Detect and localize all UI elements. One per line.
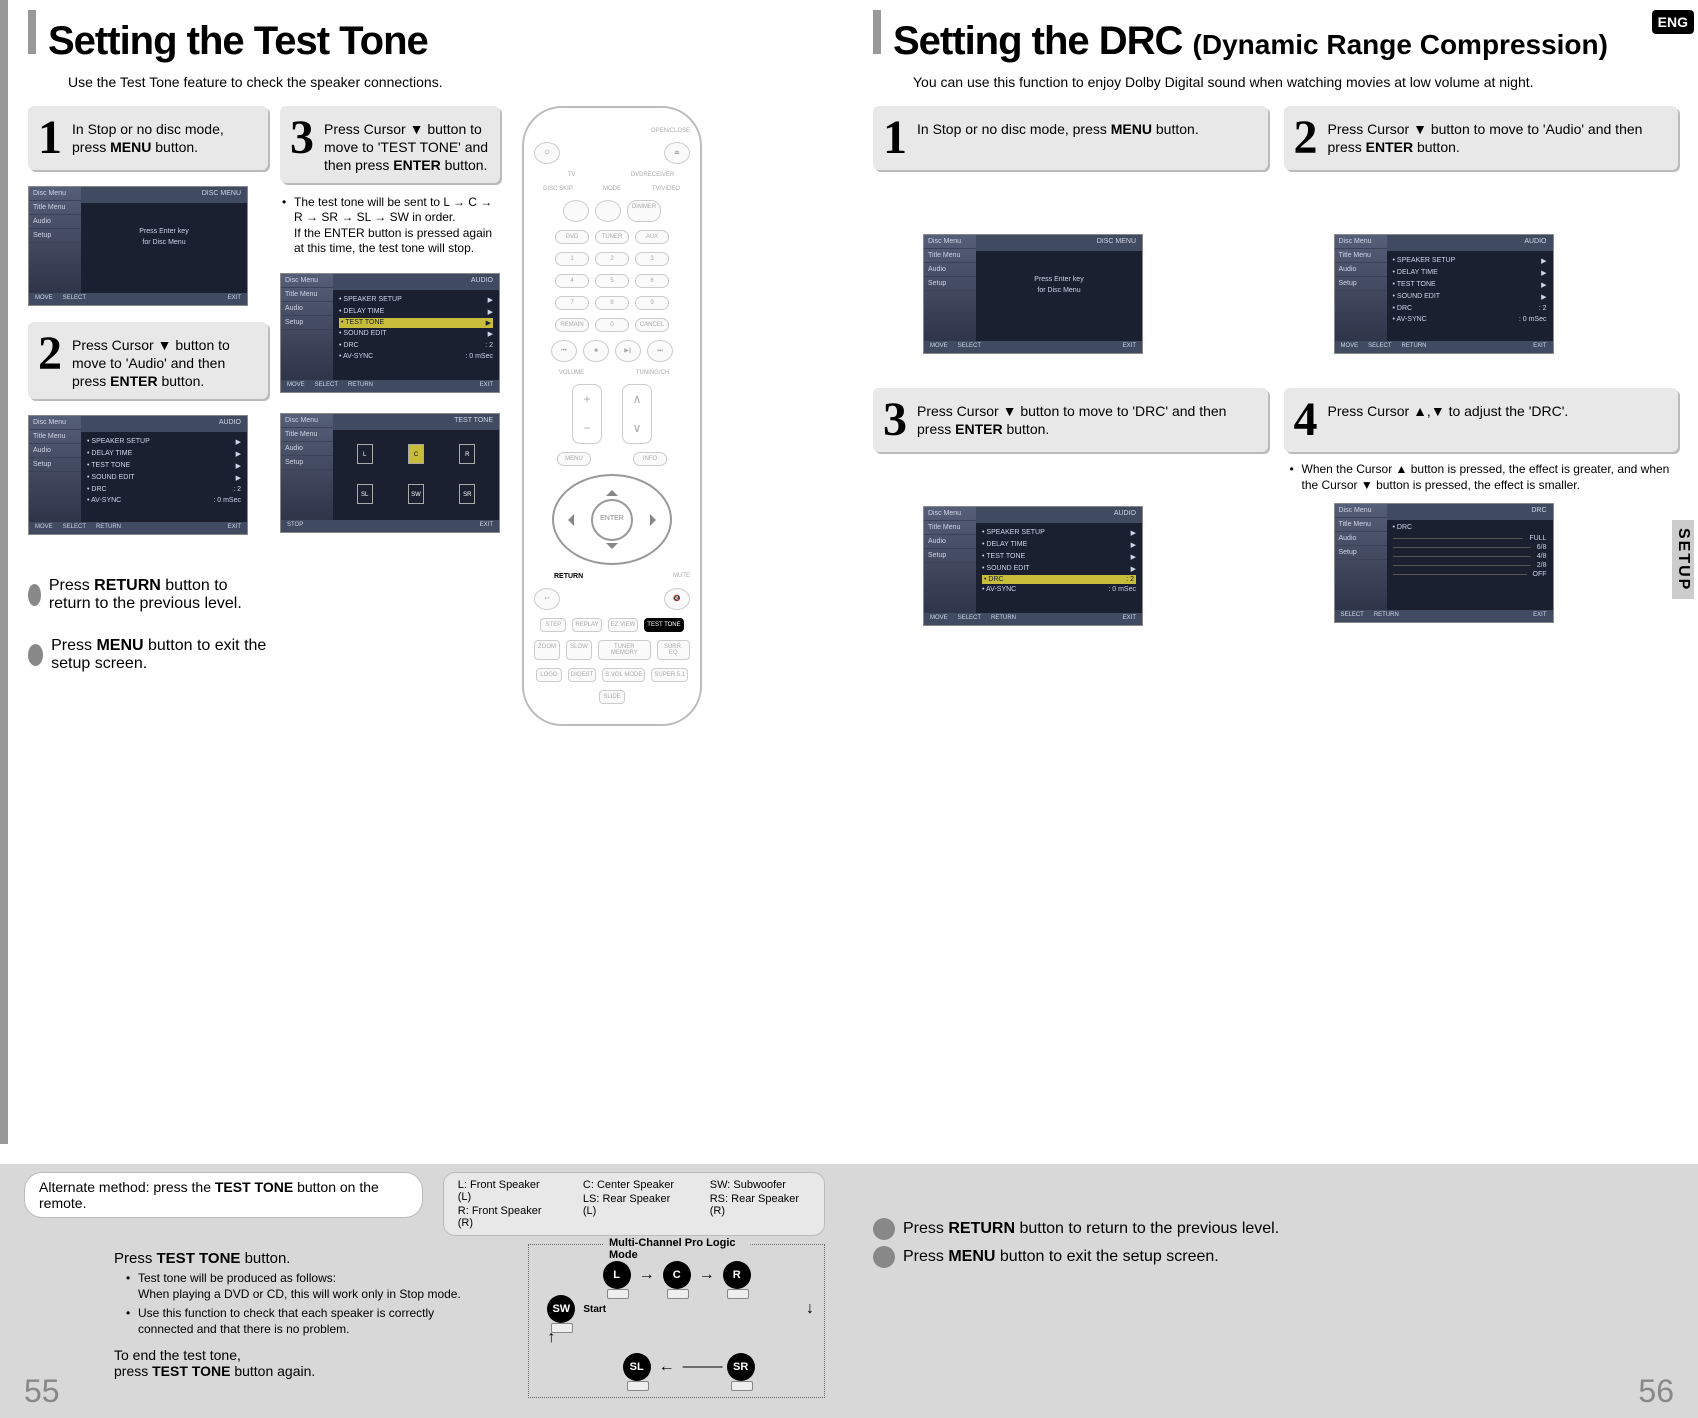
right-step-1: 1 In Stop or no disc mode, press MENU bu… <box>873 106 1268 170</box>
left-title: Setting the Test Tone <box>48 19 428 64</box>
bullet-icon <box>28 584 41 606</box>
note-return-r: Press RETURN button to return to the pre… <box>873 1218 1674 1240</box>
step-number: 1 <box>38 114 62 162</box>
volume-rocker[interactable]: +− <box>572 384 602 444</box>
mute-btn[interactable]: 🔇 <box>664 588 690 610</box>
test-tone-btn[interactable]: TEST TONE <box>644 618 683 632</box>
eng-badge: ENG <box>1652 10 1694 34</box>
note-menu-r: Press MENU button to exit the setup scre… <box>873 1246 1674 1268</box>
press-testtone: Press TEST TONE button. <box>114 1250 488 1267</box>
tv-disc-menu: Disc MenuTitle MenuAudioSetup DISC MENU … <box>28 186 248 306</box>
page-number-right: 56 <box>1638 1373 1674 1410</box>
left-step-2: 2 Press Cursor ▼ button to move to 'Audi… <box>28 322 268 399</box>
right-step-2: 2 Press Cursor ▼ button to move to 'Audi… <box>1284 106 1679 170</box>
right-step-4: 4 Press Cursor ▲,▼ to adjust the 'DRC'. <box>1284 388 1679 452</box>
right-title: Setting the DRC <box>893 19 1193 63</box>
right-subtitle: You can use this function to enjoy Dolby… <box>913 74 1678 90</box>
left-subtitle: Use the Test Tone feature to check the s… <box>68 74 833 90</box>
power-btn[interactable]: ⏻ <box>534 142 560 164</box>
bottom-band: Alternate method: press the TEST TONE bu… <box>0 1164 1698 1418</box>
note-menu: Press MENU button to exit the setup scre… <box>28 637 268 673</box>
speaker-legend: L: Front Speaker (L)R: Front Speaker (R)… <box>443 1172 825 1236</box>
step-text: In Stop or no disc mode, press MENU butt… <box>72 114 258 162</box>
tv-audio-testtone-selected: Disc MenuTitle MenuAudioSetup AUDIO • SP… <box>280 273 500 393</box>
return-btn[interactable]: ↩ <box>534 588 560 610</box>
dimmer-btn[interactable]: DIMMER <box>627 200 661 222</box>
right-page: ENG SETUP Setting the DRC (Dynamic Range… <box>853 0 1698 1144</box>
bullet-icon <box>873 1218 895 1240</box>
tuning-rocker[interactable]: ∧∨ <box>622 384 652 444</box>
tv-audio-drc-selected: Disc MenuTitle MenuAudioSetup AUDIO • SP… <box>923 506 1143 626</box>
open-close-btn[interactable]: ⏏ <box>664 142 690 164</box>
remote-control: OPEN/CLOSE ⏻⏏ TVDVDRECEIVER DISC SKIPMOD… <box>522 106 702 726</box>
tv-disc-menu-r: Disc MenuTitle MenuAudioSetup DISC MENU … <box>923 234 1143 354</box>
bullet-icon <box>873 1246 895 1268</box>
setup-tab: SETUP <box>1672 520 1694 599</box>
flow-diagram: Multi-Channel Pro Logic Mode L→ C→ R SW … <box>528 1244 825 1398</box>
dpad[interactable] <box>552 474 672 565</box>
note-return: Press RETURN button to return to the pre… <box>28 577 268 613</box>
alternate-method-pill: Alternate method: press the TEST TONE bu… <box>24 1172 423 1218</box>
left-page: Setting the Test Tone Use the Test Tone … <box>0 0 853 1144</box>
end-testtone: To end the test tone, press TEST TONE bu… <box>114 1347 488 1379</box>
step3-bullet: The test tone will be sent to L → C → R … <box>280 195 500 257</box>
step4-bullet: When the Cursor ▲ button is pressed, the… <box>1288 462 1679 493</box>
left-step-1: 1 In Stop or no disc mode, press MENU bu… <box>28 106 268 170</box>
tv-testtone-screen: Disc MenuTitle MenuAudioSetup TEST TONE … <box>280 413 500 533</box>
tv-audio-menu-r: Disc MenuTitle MenuAudioSetup AUDIO • SP… <box>1334 234 1554 354</box>
title-accent <box>28 10 36 54</box>
tv-drc-screen: Disc MenuTitle MenuAudioSetup DRC • DRC … <box>1334 503 1554 623</box>
right-step-3: 3 Press Cursor ▼ button to move to 'DRC'… <box>873 388 1268 452</box>
tv-audio-menu: Disc MenuTitle MenuAudioSetup AUDIO • SP… <box>28 415 248 535</box>
bullet-icon <box>28 644 43 666</box>
left-step-3: 3 Press Cursor ▼ button to move to 'TEST… <box>280 106 500 183</box>
page-number-left: 55 <box>24 1373 60 1410</box>
title-accent <box>873 10 881 54</box>
